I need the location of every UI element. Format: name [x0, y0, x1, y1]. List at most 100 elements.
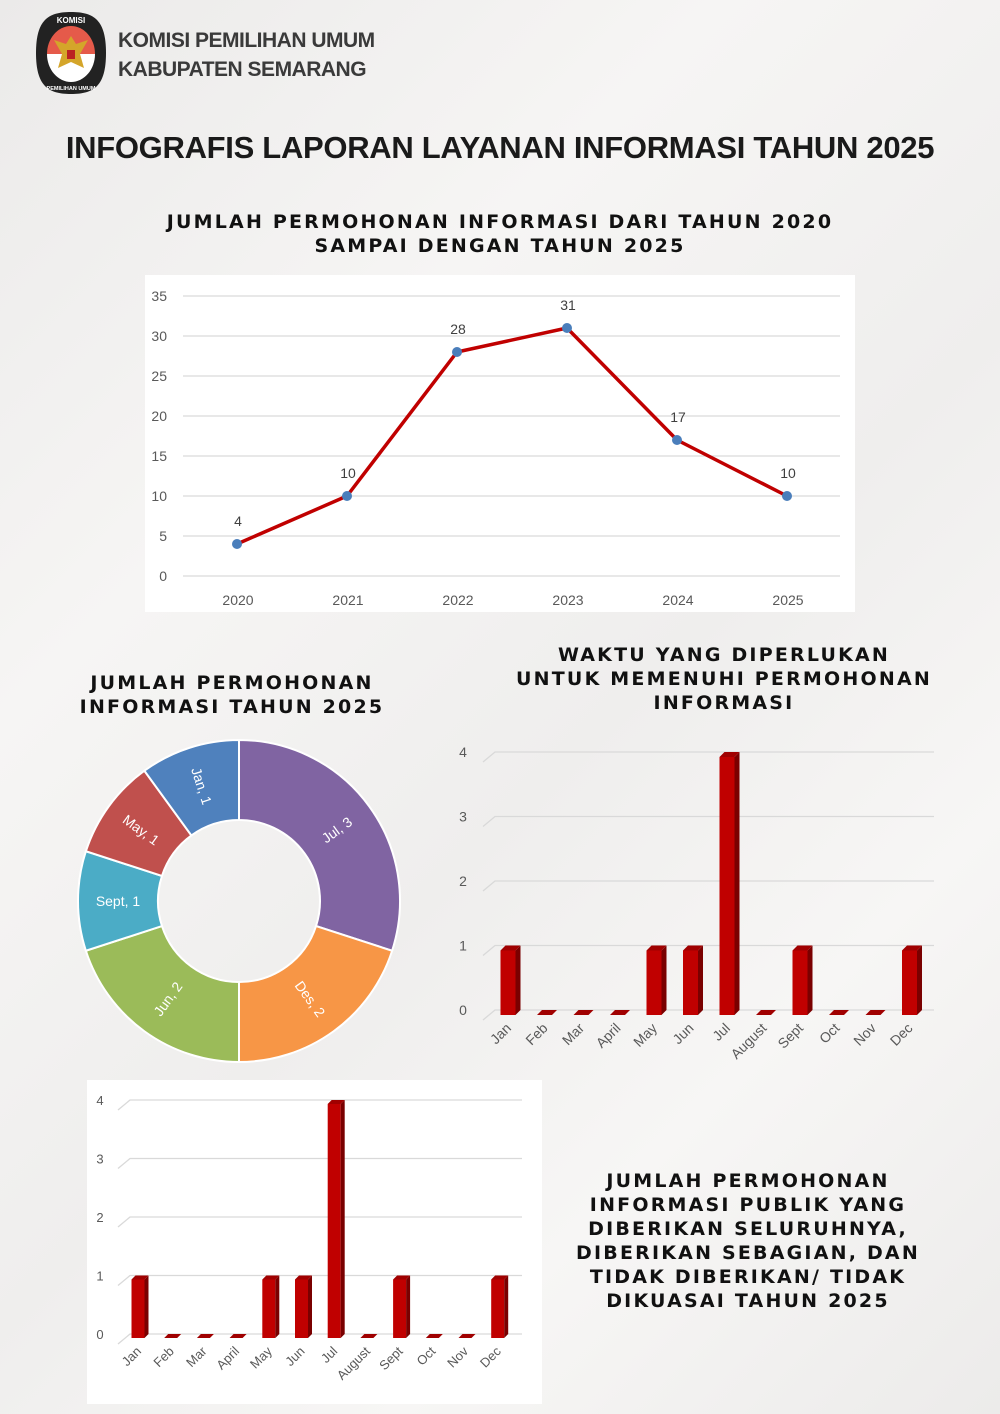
bar-side — [734, 752, 740, 1015]
bar — [756, 1010, 776, 1015]
bar — [829, 1010, 849, 1015]
gridline — [117, 1216, 522, 1228]
title-line: WAKTU YANG DIPERLUKAN — [557, 644, 891, 666]
bar — [393, 1279, 407, 1338]
series-line — [236, 326, 788, 546]
title-line: TIDAK DIBERIKAN/ TIDAK — [589, 1266, 907, 1288]
y-tick-label: 5 — [159, 528, 167, 544]
x-tick-label: Nov — [444, 1343, 471, 1370]
bar — [610, 1010, 630, 1015]
x-tick-label: Jan — [487, 1020, 514, 1047]
bar-top — [131, 1275, 149, 1280]
x-tick-label: Mar — [183, 1343, 210, 1370]
title-line: SAMPAI DENGAN TAHUN 2025 — [314, 235, 686, 257]
x-tick-label: 2021 — [332, 592, 363, 608]
title-line: INFORMASI PUBLIK YANG — [589, 1194, 907, 1216]
bar — [229, 1334, 247, 1338]
bar-top — [262, 1275, 280, 1280]
bar — [425, 1334, 443, 1338]
gridline — [482, 751, 934, 763]
data-point — [232, 539, 242, 549]
bar — [902, 950, 917, 1015]
bar-side — [144, 1275, 149, 1338]
data-label: 4 — [234, 513, 242, 529]
x-tick-label: Feb — [150, 1344, 176, 1370]
gridline — [482, 815, 934, 827]
x-tick-label: 2024 — [662, 592, 693, 608]
data-point — [672, 435, 682, 445]
x-tick-label: August — [727, 1020, 769, 1062]
y-tick-label: 1 — [96, 1269, 103, 1284]
time-bar-chart-title: WAKTU YANG DIPERLUKAN UNTUK MEMENUHI PER… — [474, 643, 974, 715]
bar — [500, 950, 516, 1015]
donut-chart-title: JUMLAH PERMOHONAN INFORMASI TAHUN 2025 — [30, 671, 434, 719]
bar — [458, 1334, 476, 1338]
bar — [360, 1334, 378, 1338]
bar — [646, 950, 662, 1015]
bar — [719, 757, 735, 1015]
line-chart-title: JUMLAH PERMOHONAN INFORMASI DARI TAHUN 2… — [0, 210, 1000, 258]
title-line: INFORMASI TAHUN 2025 — [79, 696, 385, 718]
y-tick-label: 2 — [459, 873, 467, 889]
bar-top — [393, 1275, 411, 1280]
x-tick-label: Dec — [477, 1343, 504, 1370]
bar-top — [902, 945, 922, 951]
gridline — [117, 1274, 522, 1286]
y-tick-label: 0 — [459, 1002, 467, 1018]
y-tick-label: 0 — [159, 568, 167, 584]
bar — [164, 1334, 182, 1338]
x-tick-label: Jun — [282, 1344, 307, 1369]
bar-top — [792, 945, 813, 951]
x-tick-label: Feb — [522, 1020, 551, 1049]
bar-side — [515, 945, 521, 1015]
bar-side — [308, 1275, 312, 1338]
bar-side — [406, 1275, 411, 1338]
bar-top — [683, 945, 703, 951]
x-tick-label: Jul — [709, 1020, 733, 1044]
title-line: UNTUK MEMENUHI PERMOHONAN — [516, 668, 932, 690]
bar — [683, 950, 698, 1015]
y-tick-label: 15 — [151, 448, 167, 464]
bar — [262, 1279, 276, 1338]
bar-top — [295, 1275, 312, 1280]
y-tick-label: 3 — [459, 809, 467, 825]
org-line-2: KABUPATEN SEMARANG — [118, 58, 367, 81]
y-tick-label: 2 — [96, 1210, 103, 1225]
data-point — [452, 347, 462, 357]
logo-text-top: KOMISI — [57, 16, 85, 25]
title-line: JUMLAH PERMOHONAN INFORMASI DARI TAHUN 2… — [166, 211, 834, 233]
y-tick-label: 4 — [459, 744, 467, 760]
y-tick-label: 4 — [96, 1093, 103, 1108]
y-tick-label: 20 — [151, 408, 167, 424]
x-tick-label: Mar — [559, 1020, 588, 1049]
x-tick-label: May — [247, 1343, 275, 1371]
bar — [865, 1010, 886, 1015]
x-tick-label: Jun — [669, 1020, 696, 1047]
given-bar-chart-title: JUMLAH PERMOHONAN INFORMASI PUBLIK YANG … — [548, 1169, 948, 1313]
gridline — [117, 1099, 522, 1111]
donut-slice — [238, 924, 394, 1064]
data-point — [342, 491, 352, 501]
data-label: 10 — [780, 465, 796, 481]
x-tick-label: April — [592, 1020, 623, 1051]
bar — [491, 1279, 505, 1338]
y-tick-label: 0 — [96, 1327, 103, 1342]
bar-side — [504, 1275, 509, 1338]
gridline — [117, 1157, 522, 1169]
data-label: 17 — [670, 409, 686, 425]
x-tick-label: Nov — [850, 1020, 879, 1049]
org-line-1: KOMISI PEMILIHAN UMUM — [118, 29, 375, 52]
bar-side — [661, 945, 667, 1015]
data-label: 28 — [450, 321, 466, 337]
x-tick-label: Dec — [887, 1020, 916, 1049]
donut-slice — [142, 738, 240, 837]
bar-side — [275, 1275, 280, 1338]
page-title: INFOGRAFIS LAPORAN LAYANAN INFORMASI TAH… — [65, 130, 935, 165]
kpu-logo: KOMISI PEMILIHAN UMUM — [36, 12, 106, 94]
x-tick-label: Sept — [376, 1343, 406, 1373]
x-tick-label: Jan — [119, 1344, 144, 1369]
x-tick-label: Jul — [318, 1343, 340, 1365]
logo-text-bottom: PEMILIHAN UMUM — [47, 86, 96, 92]
line-chart: 0510152025303542020102021282022312023172… — [145, 275, 855, 612]
